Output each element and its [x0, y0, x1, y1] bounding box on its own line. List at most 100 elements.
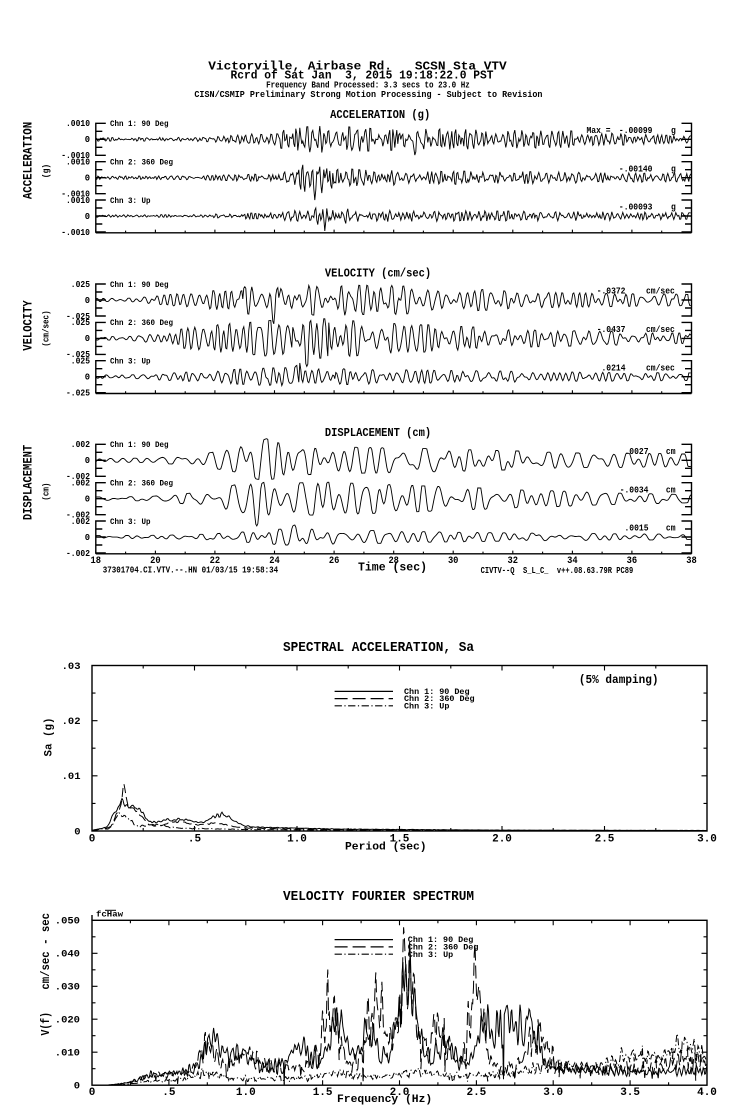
svg-text:.020: .020	[55, 1015, 80, 1027]
svg-text:0: 0	[85, 456, 90, 466]
svg-text:2.0: 2.0	[390, 1087, 410, 1099]
svg-text:cm/sec: cm/sec	[646, 324, 675, 335]
svg-text:.002: .002	[71, 440, 90, 450]
svg-text:ACCELERATION: ACCELERATION	[21, 122, 36, 199]
svg-text:0: 0	[85, 135, 90, 145]
svg-text:g: g	[671, 125, 676, 136]
svg-text:.025: .025	[71, 318, 90, 328]
svg-text:1.5: 1.5	[390, 833, 410, 845]
svg-text:cm: cm	[666, 446, 676, 457]
svg-text:Max =: Max =	[587, 125, 611, 136]
svg-text:.010: .010	[55, 1048, 80, 1060]
svg-text:0: 0	[89, 833, 96, 845]
svg-text:.030: .030	[55, 982, 80, 994]
svg-text:Chn 1: 90 Deg: Chn 1: 90 Deg	[404, 687, 470, 697]
svg-text:0: 0	[85, 212, 90, 222]
svg-text:22: 22	[210, 556, 221, 567]
svg-text:VELOCITY FOURIER SPECTRUM: VELOCITY FOURIER SPECTRUM	[283, 890, 474, 905]
svg-text:(5% damping): (5% damping)	[579, 673, 659, 687]
svg-text:28: 28	[388, 556, 399, 567]
svg-text:0: 0	[85, 174, 90, 184]
svg-text:Chn 1: 90 Deg: Chn 1: 90 Deg	[110, 119, 169, 129]
svg-text:3.5: 3.5	[620, 1087, 640, 1099]
svg-text:(cm/sec): (cm/sec)	[42, 310, 52, 346]
svg-text:Chn 2: 360 Deg: Chn 2: 360 Deg	[110, 479, 173, 489]
svg-text:-.0010: -.0010	[61, 228, 90, 238]
svg-text:Chn 1: 90 Deg: Chn 1: 90 Deg	[110, 440, 169, 450]
svg-text:cm: cm	[666, 484, 676, 495]
svg-text:Chn 2: 360 Deg: Chn 2: 360 Deg	[110, 158, 173, 168]
svg-text:0: 0	[85, 495, 90, 505]
svg-text:1.0: 1.0	[236, 1087, 256, 1099]
svg-text:-.0437: -.0437	[597, 324, 626, 335]
svg-text:-.002: -.002	[66, 472, 90, 482]
svg-text:.0015: .0015	[625, 523, 649, 534]
svg-text:-.025: -.025	[66, 350, 90, 360]
svg-text:36: 36	[627, 556, 638, 567]
svg-text:-.0010: -.0010	[61, 190, 90, 200]
svg-text:CISN/CSMIP Preliminary Strong: CISN/CSMIP Preliminary Strong Motion Pro…	[194, 89, 542, 100]
svg-text:Time (sec): Time (sec)	[358, 560, 427, 574]
svg-text:DISPLACEMENT: DISPLACEMENT	[21, 445, 36, 520]
svg-text:30: 30	[448, 556, 459, 567]
svg-text:(cm): (cm)	[42, 483, 52, 501]
svg-text:fcHaw: fcHaw	[96, 910, 123, 920]
svg-text:26: 26	[329, 556, 340, 567]
svg-text:Rcrd of Sat Jan 3, 2015 19:18: Rcrd of Sat Jan 3, 2015 19:18:22.0 PST	[231, 69, 494, 83]
svg-text:DISPLACEMENT (cm): DISPLACEMENT (cm)	[325, 426, 431, 440]
svg-text:VELOCITY (cm/sec): VELOCITY (cm/sec)	[325, 266, 431, 280]
svg-text:.03: .03	[62, 661, 81, 673]
svg-text:Period (sec): Period (sec)	[345, 841, 427, 853]
svg-text:34: 34	[567, 556, 578, 567]
svg-text:20: 20	[150, 556, 161, 567]
svg-text:CIVTV--Q S_L_C_ v++.08.63.79: CIVTV--Q S_L_C_ v++.08.63.79R PC89	[481, 566, 634, 576]
svg-text:2.5: 2.5	[466, 1087, 486, 1099]
svg-text:cm/sec: cm/sec	[646, 362, 675, 373]
svg-text:3.0: 3.0	[697, 833, 717, 845]
svg-text:.02: .02	[62, 716, 81, 728]
svg-text:Frequency (Hz): Frequency (Hz)	[337, 1094, 432, 1106]
svg-text:.002: .002	[71, 479, 90, 489]
svg-text:Victorville, Airbase Rd. SCS: Victorville, Airbase Rd. SCSN Sta VTV	[208, 59, 507, 73]
svg-text:.0027: .0027	[625, 446, 649, 457]
svg-text:0: 0	[85, 533, 90, 543]
svg-text:.01: .01	[62, 771, 81, 783]
svg-text:-.00140: -.00140	[619, 163, 653, 174]
svg-text:38: 38	[686, 556, 697, 567]
svg-text:32: 32	[508, 556, 519, 567]
svg-text:Chn 2: 360 Deg: Chn 2: 360 Deg	[408, 943, 479, 953]
svg-text:Sa (g): Sa (g)	[44, 718, 56, 757]
svg-text:.0010: .0010	[66, 196, 90, 206]
svg-text:.025: .025	[71, 280, 90, 290]
svg-text:Chn 1: 90 Deg: Chn 1: 90 Deg	[110, 280, 169, 290]
svg-text:0: 0	[74, 826, 80, 838]
svg-text:0: 0	[85, 296, 90, 306]
svg-text:(g): (g)	[42, 164, 52, 178]
svg-text:.0010: .0010	[66, 119, 90, 129]
svg-text:-.0372: -.0372	[597, 286, 626, 297]
svg-text:0: 0	[74, 1081, 80, 1093]
svg-text:Chn 3: Up: Chn 3: Up	[408, 950, 453, 960]
svg-text:Chn 3: Up: Chn 3: Up	[404, 701, 449, 711]
svg-text:-.0010: -.0010	[61, 151, 90, 161]
svg-text:VELOCITY: VELOCITY	[21, 300, 36, 351]
svg-text:.040: .040	[55, 949, 80, 961]
svg-text:24: 24	[269, 556, 280, 567]
svg-text:Chn 1: 90 Deg: Chn 1: 90 Deg	[408, 935, 474, 945]
svg-text:.025: .025	[71, 357, 90, 367]
svg-text:.0010: .0010	[66, 158, 90, 168]
svg-text:18: 18	[91, 556, 102, 567]
svg-text:-.002: -.002	[66, 511, 90, 521]
svg-text:.0214: .0214	[602, 362, 626, 373]
svg-text:.050: .050	[55, 916, 80, 928]
svg-text:-.00099: -.00099	[619, 125, 653, 136]
svg-text:4.0: 4.0	[697, 1087, 717, 1099]
svg-text:Chn 3: Up: Chn 3: Up	[110, 196, 151, 206]
svg-text:g: g	[671, 163, 676, 174]
svg-text:Chn 2: 360 Deg: Chn 2: 360 Deg	[404, 694, 475, 704]
svg-text:2.0: 2.0	[492, 833, 512, 845]
svg-text:cm/sec: cm/sec	[646, 286, 675, 297]
svg-text:cm: cm	[666, 523, 676, 534]
svg-text:V(f): V(f)	[40, 1012, 53, 1036]
svg-text:0: 0	[85, 373, 90, 383]
